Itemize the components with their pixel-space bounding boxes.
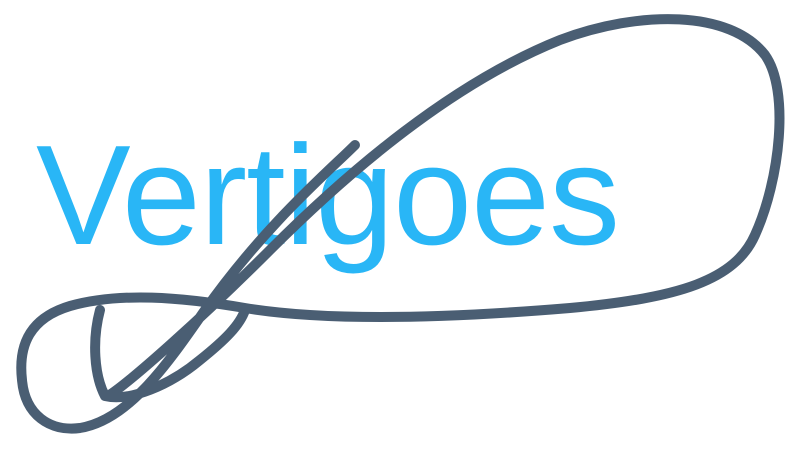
loop-stroke-inner [90, 305, 250, 403]
loop-stroke-main [16, 14, 785, 434]
